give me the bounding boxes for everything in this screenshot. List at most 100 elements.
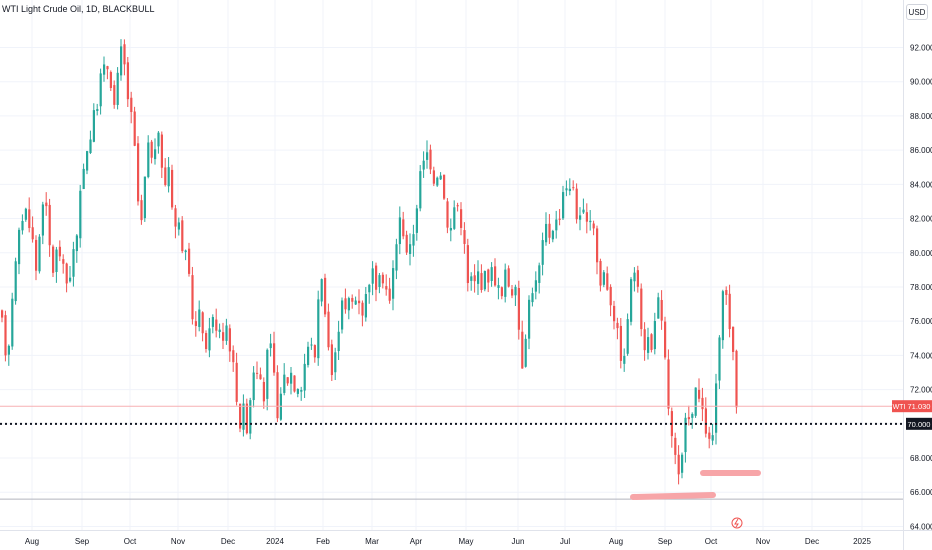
x-tick-label: Jun [512, 537, 525, 546]
level-price-tag: 70.000 [906, 417, 932, 430]
candle-down [460, 209, 463, 228]
candle-up [269, 343, 272, 349]
candle-down [402, 219, 405, 237]
candle-down [606, 273, 609, 290]
candle-down [160, 134, 163, 168]
candle-down [599, 260, 602, 286]
last-price-tag: WTI 71.030 [892, 400, 932, 413]
candle-up [653, 321, 656, 350]
x-tick-label: Nov [171, 537, 185, 546]
candle-up [283, 374, 286, 393]
x-tick-label: Jul [560, 537, 570, 546]
candle-down [463, 230, 466, 244]
candle-down [708, 432, 711, 439]
currency-button[interactable]: USD [906, 4, 928, 20]
candle-down [640, 288, 643, 330]
x-tick-label: Apr [410, 537, 423, 546]
candle-up [218, 329, 221, 333]
lightning-bolt [734, 518, 739, 528]
candle-up [225, 325, 228, 341]
candle-down [256, 372, 259, 374]
candle-up [453, 207, 456, 229]
candle-up [24, 208, 27, 220]
candle-up [534, 280, 537, 292]
y-tick-label: 72.000 [910, 386, 932, 395]
x-tick-label: Oct [124, 537, 137, 546]
candle-up [630, 279, 633, 322]
candle-down [62, 259, 65, 264]
candle-up [320, 279, 323, 302]
candle-up [449, 227, 452, 231]
level-tag-text: 70.000 [908, 420, 931, 429]
candle-down [664, 321, 667, 358]
candle-down [432, 170, 435, 184]
candle-up [681, 454, 684, 473]
x-tick-label: Aug [609, 537, 623, 546]
candle-up [18, 229, 21, 265]
candle-down [466, 245, 469, 284]
candle-up [303, 363, 306, 391]
candle-down [235, 362, 238, 402]
candle-down [388, 288, 391, 301]
candle-up [279, 393, 282, 420]
candle-up [143, 176, 146, 219]
candle-down [548, 223, 551, 238]
candle-up [55, 249, 58, 273]
candle-down [405, 234, 408, 253]
candle-up [337, 331, 340, 352]
candle-down [507, 268, 510, 287]
candle-up [154, 149, 157, 160]
candle-up [72, 249, 75, 277]
candle-up [623, 355, 626, 364]
candle-up [528, 299, 531, 339]
candle-down [205, 333, 208, 350]
candle-down [585, 212, 588, 222]
candle-up [208, 328, 211, 351]
candle-up [589, 220, 592, 223]
candle-down [259, 374, 262, 380]
candle-up [647, 337, 650, 353]
candle-up [79, 190, 82, 239]
x-tick-label: Oct [705, 537, 718, 546]
candle-up [490, 267, 493, 281]
candle-down [596, 228, 599, 263]
candle-down [228, 328, 231, 352]
candle-down [313, 345, 316, 358]
candle-up [167, 167, 170, 187]
candle-up [626, 319, 629, 354]
x-tick-label: Sep [658, 537, 673, 546]
candle-up [504, 269, 507, 297]
candle-down [667, 359, 670, 409]
candle-down [126, 62, 129, 100]
candle-down [123, 44, 126, 65]
candle-up [38, 236, 41, 272]
candle-down [222, 332, 225, 341]
candle-down [232, 350, 235, 363]
candle-up [341, 300, 344, 330]
candle-down [500, 287, 503, 297]
candle-down [361, 302, 364, 316]
candle-down [473, 275, 476, 282]
candle-up [483, 271, 486, 290]
candle-up [368, 284, 371, 293]
price-tag-bg [906, 400, 932, 413]
candle-down [385, 286, 388, 290]
candle-up [602, 272, 605, 285]
candle-down [58, 246, 61, 257]
x-tick-label: Nov [756, 537, 770, 546]
x-tick-label: Dec [805, 537, 819, 546]
candle-up [436, 177, 439, 186]
candle-down [164, 167, 167, 186]
symbol-tag-text: WTI [893, 404, 906, 411]
candle-up [694, 387, 697, 416]
candle-down [609, 286, 612, 306]
candle-down [48, 204, 51, 246]
x-tick-label: Mar [365, 537, 379, 546]
candle-down [245, 403, 248, 434]
candle-down [613, 305, 616, 322]
candle-up [334, 352, 337, 373]
grid [0, 0, 903, 530]
candle-down [239, 403, 242, 429]
candle-up [89, 139, 92, 153]
